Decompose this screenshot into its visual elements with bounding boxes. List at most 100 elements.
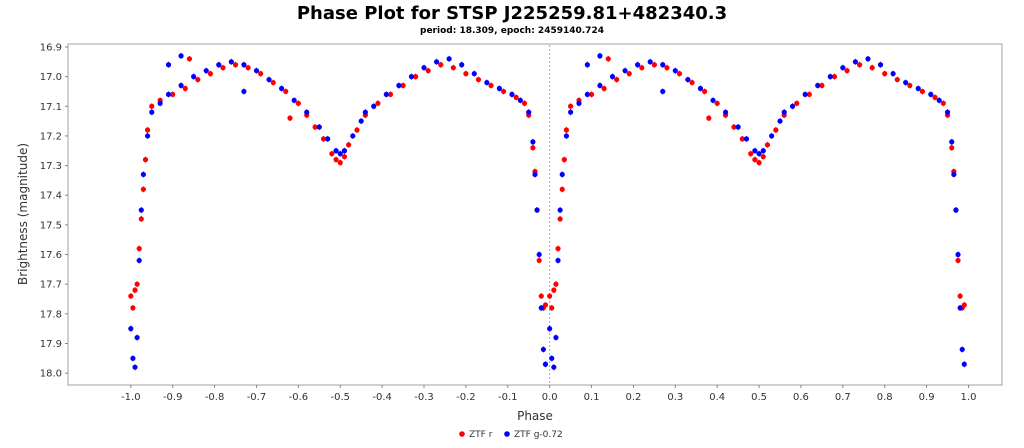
data-point [149,109,155,115]
data-point [760,148,766,154]
data-point [144,127,151,133]
data-point [136,257,142,264]
x-tick-label: 0.1 [584,392,600,403]
data-point [756,151,762,157]
data-point [178,82,184,89]
x-tick-label: 0.2 [625,392,641,403]
data-point [609,74,616,80]
data-point [944,109,951,115]
data-point [764,142,771,148]
data-point [383,91,389,98]
data-point [551,287,557,293]
y-tick-label: 17.8 [40,309,62,320]
data-point [134,334,140,341]
data-point [178,53,184,59]
series-ztf-g [128,52,967,371]
x-tick-label: -0.5 [330,392,350,403]
data-point [710,97,716,103]
data-point [538,293,544,299]
x-tick-label: 1.0 [961,392,977,403]
x-tick-label: 0.4 [709,392,725,403]
y-tick-label: 17.7 [40,280,62,291]
data-point [138,216,144,222]
data-point [869,65,875,71]
data-point [396,82,402,89]
data-point [559,186,565,192]
data-point [635,62,641,68]
data-point [128,293,134,299]
data-point [802,91,808,98]
data-point [144,133,151,139]
data-point [346,142,352,148]
data-point [647,59,653,65]
data-point [253,68,260,74]
data-point [538,305,544,311]
data-point [191,74,197,80]
data-point [149,103,155,109]
data-point [706,115,712,121]
x-tick-label: 0.3 [667,392,683,403]
data-point [134,281,140,287]
data-point [295,100,301,106]
data-point [702,88,708,95]
y-tick-label: 17.9 [40,339,62,350]
data-point [186,56,193,62]
data-point [408,74,415,80]
data-point [413,74,419,80]
data-point [433,59,440,65]
data-point [735,124,741,130]
data-point [304,109,310,115]
data-point [283,88,289,95]
data-point [136,246,142,252]
data-point [940,100,946,106]
data-point [517,97,523,103]
data-point [526,109,532,115]
data-point [597,82,603,89]
y-tick-label: 18.0 [40,369,62,380]
x-tick-label: 0.9 [919,392,935,403]
data-point [819,82,825,89]
data-point [953,207,959,213]
data-point [521,100,528,106]
data-point [936,97,942,103]
data-point [450,65,456,71]
data-point [157,100,163,106]
data-point [676,71,683,77]
data-point [459,62,465,68]
data-point [689,79,695,86]
data-point [195,76,201,83]
data-point [287,115,293,121]
data-point [601,85,607,92]
data-point [856,62,863,68]
data-point [789,103,796,109]
legend: ZTF r ZTF g-0.72 [459,430,563,440]
data-point [743,136,750,142]
data-point [756,160,762,166]
data-point [827,74,833,80]
data-point [722,109,729,115]
x-tick-label: -0.1 [498,392,518,403]
data-point [509,91,515,98]
data-point [561,157,567,163]
legend-marker [504,431,510,437]
data-point [949,145,955,151]
data-point [341,154,348,160]
data-point [216,62,222,68]
data-point [752,157,758,163]
y-tick-label: 17.5 [40,220,62,231]
data-point [500,88,507,95]
data-point [769,133,775,139]
data-point [605,56,611,62]
data-point [685,76,691,83]
data-point [530,145,536,151]
data-point [132,287,138,293]
data-point [484,79,490,86]
data-point [270,79,276,86]
data-point [165,62,172,68]
data-point [557,216,563,222]
data-point [375,100,381,106]
data-point [266,76,272,83]
data-point [794,100,800,106]
y-tick-label: 17.1 [40,102,62,113]
data-point [549,355,555,361]
